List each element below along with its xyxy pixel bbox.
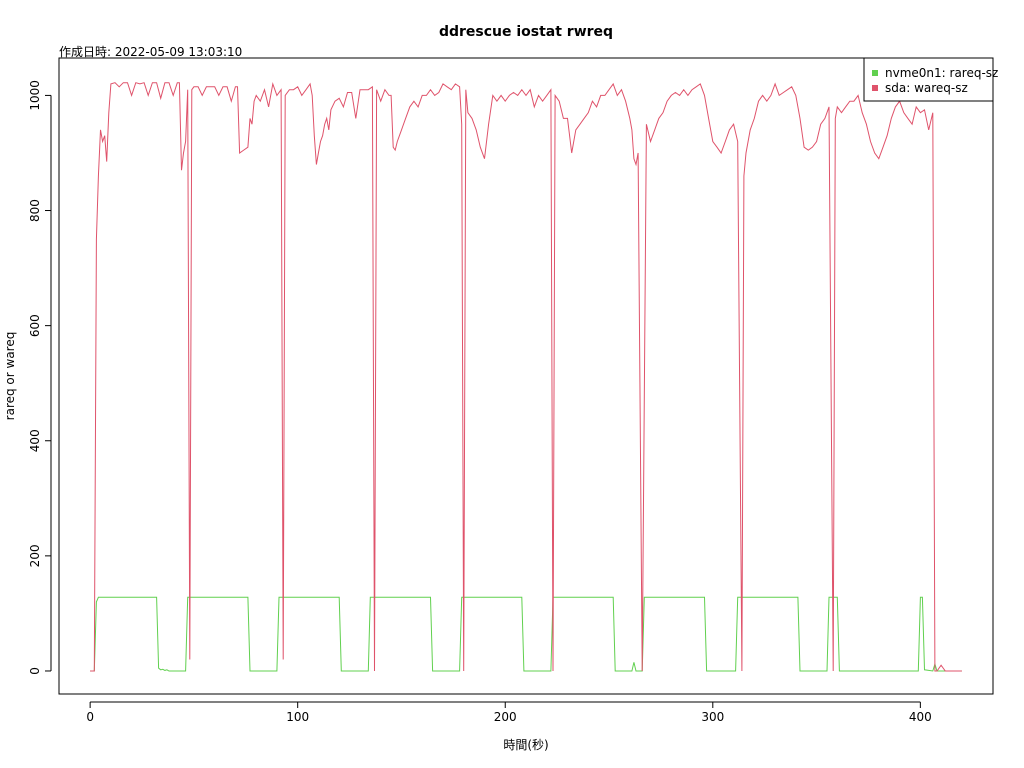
series-line-1 xyxy=(90,596,962,672)
chart-title: ddrescue iostat rwreq xyxy=(439,24,613,40)
legend-swatch xyxy=(872,70,878,76)
y-tick-label: 1000 xyxy=(28,80,42,111)
x-tick-label: 300 xyxy=(701,710,724,724)
y-tick-label: 400 xyxy=(28,429,42,452)
y-axis-label: rareq or wareq xyxy=(3,332,17,421)
series-line-2 xyxy=(90,81,962,672)
y-tick-label: 200 xyxy=(28,544,42,567)
y-tick-label: 0 xyxy=(28,667,42,675)
x-tick-label: 400 xyxy=(909,710,932,724)
x-tick-label: 0 xyxy=(86,710,94,724)
chart-subtitle: 作成日時: 2022-05-09 13:03:10 xyxy=(59,45,242,59)
y-tick-label: 800 xyxy=(28,199,42,222)
plot-frame xyxy=(58,57,994,695)
legend-label: sda: wareq-sz xyxy=(885,81,968,95)
x-tick-label: 100 xyxy=(286,710,309,724)
y-tick-label: 600 xyxy=(28,314,42,337)
series-layer xyxy=(90,81,962,672)
legend-box xyxy=(863,57,994,102)
x-axis: 0 100 200 300 400 xyxy=(86,701,932,724)
legend-swatch xyxy=(872,85,878,91)
x-axis-label: 時間(秒) xyxy=(503,738,548,752)
y-axis: 0 200 400 600 800 1000 xyxy=(28,80,52,675)
legend-label: nvme0n1: rareq-sz xyxy=(885,66,998,80)
x-tick-label: 200 xyxy=(494,710,517,724)
